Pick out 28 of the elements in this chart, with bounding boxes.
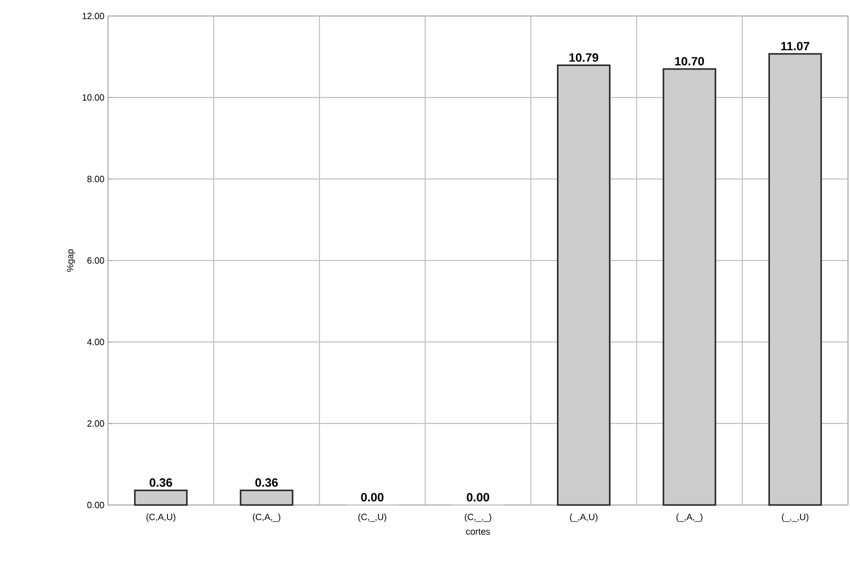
y-tick-label: 2.00 — [87, 420, 104, 427]
data-label: 10.70 — [675, 56, 704, 66]
data-label: 10.79 — [569, 53, 598, 62]
data-label: 0.00 — [466, 492, 490, 502]
data-label: 0.00 — [361, 492, 384, 502]
bar — [662, 68, 716, 506]
y-tick-label: 0.00 — [87, 502, 104, 508]
bar — [134, 490, 188, 506]
y-tick-label: 8.00 — [87, 176, 104, 182]
y-tick-label: 10.00 — [82, 94, 104, 101]
data-label: 0.36 — [150, 478, 172, 487]
x-tick-label: (_,A,_) — [676, 514, 702, 522]
bar — [768, 53, 822, 506]
y-tick-label: 4.00 — [87, 338, 104, 346]
bar — [240, 490, 294, 506]
bar — [556, 64, 610, 506]
x-tick-label: (C,A,U) — [146, 514, 176, 522]
x-tick-label: (_,A,U) — [570, 514, 598, 522]
x-tick-label: (_,_,U) — [782, 514, 808, 522]
data-label: 0.36 — [255, 478, 278, 487]
x-tick-label: (C,_,_) — [464, 514, 492, 522]
y-tick-label: 12.00 — [82, 12, 104, 20]
data-label: 11.07 — [781, 42, 810, 50]
x-tick-label: (C,_,U) — [358, 514, 386, 522]
y-tick-label: 6.00 — [87, 257, 104, 264]
x-axis-title: cortes — [466, 528, 490, 535]
y-axis-title: %gap — [66, 249, 76, 272]
x-tick-label: (C,A,_) — [252, 514, 280, 522]
